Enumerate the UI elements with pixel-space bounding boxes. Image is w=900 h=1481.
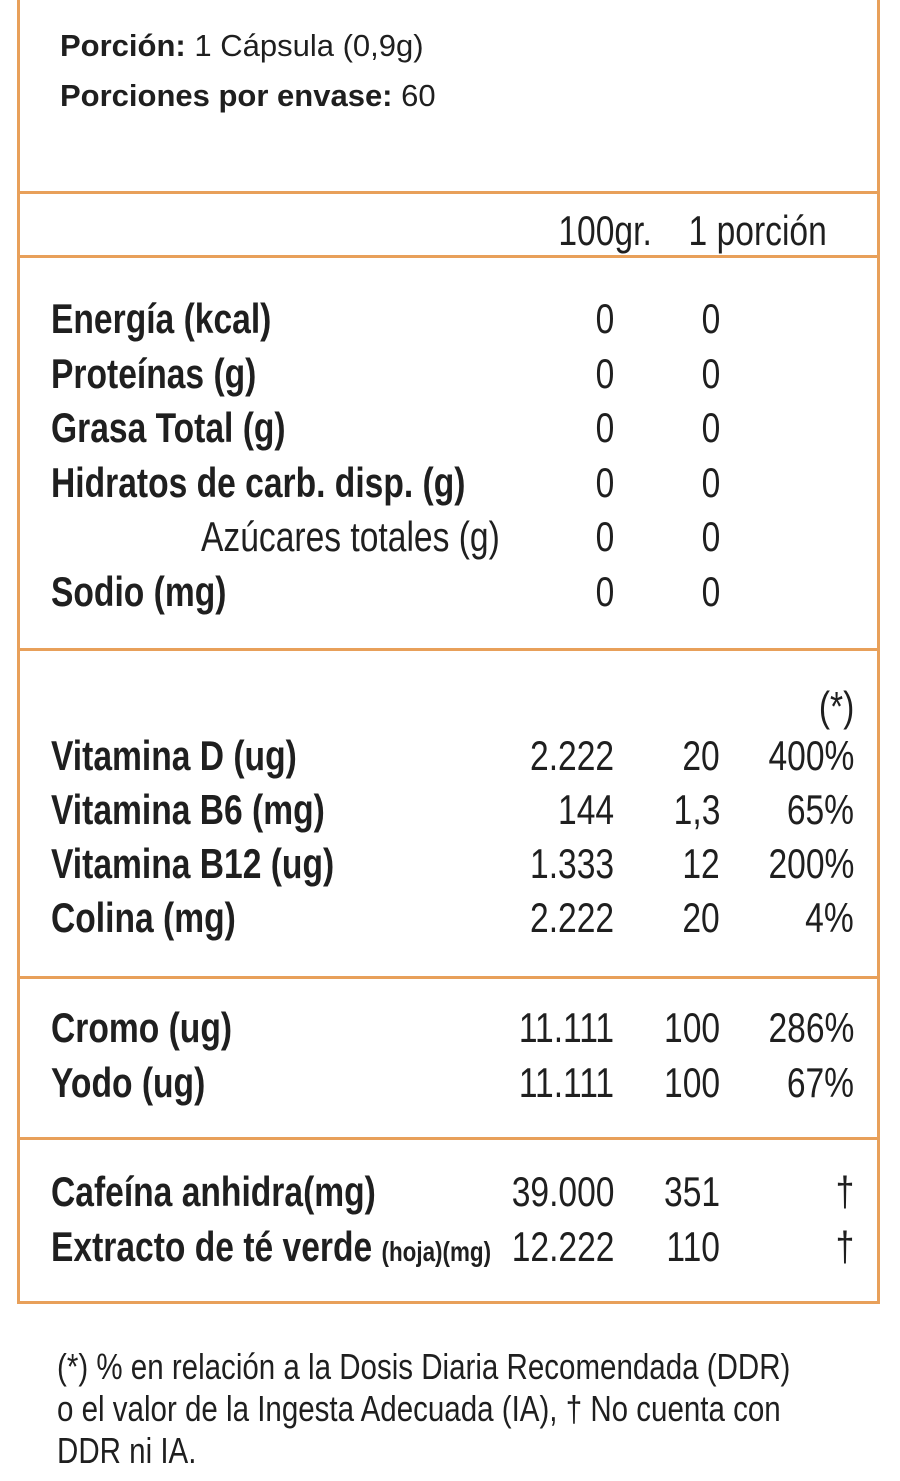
row-label: Grasa Total (g) bbox=[51, 404, 286, 451]
value-portion: 110 bbox=[666, 1223, 720, 1270]
table-row: Vitamina B6 (mg) 144 1,3 65% bbox=[20, 783, 877, 837]
value-portion: 1,3 bbox=[673, 786, 720, 833]
value-portion: 20 bbox=[682, 894, 720, 941]
servings-per-container: Porciones por envase: 60 bbox=[60, 78, 436, 114]
serving-size-value: 1 Cápsula (0,9g) bbox=[194, 28, 424, 63]
value-ddr-percent: 286% bbox=[768, 1004, 854, 1051]
row-label: Vitamina D (ug) bbox=[51, 732, 297, 779]
table-row: Colina (mg) 2.222 20 4% bbox=[20, 891, 877, 945]
value-100g: 0 bbox=[595, 568, 614, 615]
row-label: Vitamina B12 (ug) bbox=[51, 840, 335, 887]
value-ddr-percent: 67% bbox=[786, 1059, 854, 1106]
value-portion: 0 bbox=[701, 295, 720, 342]
value-portion: 0 bbox=[701, 459, 720, 506]
row-label: Vitamina B6 (mg) bbox=[51, 786, 325, 833]
value-portion: 0 bbox=[701, 404, 720, 451]
value-portion: 20 bbox=[682, 732, 720, 779]
value-100g: 12.222 bbox=[511, 1223, 614, 1270]
table-row: Vitamina B12 (ug) 1.333 12 200% bbox=[20, 837, 877, 891]
value-portion: 0 bbox=[701, 350, 720, 397]
servings-per-container-label: Porciones por envase: bbox=[60, 78, 393, 113]
divider bbox=[20, 255, 877, 258]
column-header-portion: 1 porción bbox=[688, 207, 827, 254]
value-ddr-percent: 200% bbox=[768, 840, 854, 887]
table-row: Cafeína anhidra(mg) 39.000 351 † bbox=[20, 1165, 877, 1219]
table-row: Hidratos de carb. disp. (g) 0 0 bbox=[20, 456, 877, 510]
value-100g: 0 bbox=[595, 350, 614, 397]
row-label: Yodo (ug) bbox=[51, 1059, 206, 1106]
value-100g: 0 bbox=[595, 459, 614, 506]
value-portion: 100 bbox=[663, 1059, 720, 1106]
row-label: Energía (kcal) bbox=[51, 295, 272, 342]
nutrition-facts-panel: Porción: 1 Cápsula (0,9g) Porciones por … bbox=[17, 0, 880, 1304]
table-row: Yodo (ug) 11.111 100 67% bbox=[20, 1056, 877, 1110]
value-ddr-percent: 65% bbox=[786, 786, 854, 833]
value-100g: 0 bbox=[595, 295, 614, 342]
table-row: Vitamina D (ug) 2.222 20 400% bbox=[20, 729, 877, 783]
dagger-mark: † bbox=[835, 1223, 854, 1270]
row-label: Hidratos de carb. disp. (g) bbox=[51, 459, 466, 506]
footnote-line: (*) % en relación a la Dosis Diaria Reco… bbox=[57, 1346, 791, 1387]
row-label: Colina (mg) bbox=[51, 894, 236, 941]
value-100g: 2.222 bbox=[529, 732, 614, 779]
value-100g: 11.111 bbox=[518, 1059, 614, 1106]
row-label: Extracto de té verde (hoja)(mg) bbox=[51, 1223, 492, 1270]
value-100g: 39.000 bbox=[511, 1168, 614, 1215]
row-label: Cromo (ug) bbox=[51, 1004, 233, 1051]
value-portion: 12 bbox=[682, 840, 720, 887]
servings-per-container-value: 60 bbox=[401, 78, 436, 113]
divider bbox=[20, 648, 877, 651]
footnote-line: o el valor de la Ingesta Adecuada (IA), … bbox=[57, 1388, 781, 1429]
value-portion: 0 bbox=[701, 568, 720, 615]
row-label: Proteínas (g) bbox=[51, 350, 257, 397]
value-100g: 1.333 bbox=[529, 840, 614, 887]
row-label: Cafeína anhidra(mg) bbox=[51, 1168, 376, 1215]
value-portion: 100 bbox=[663, 1004, 720, 1051]
value-portion: 0 bbox=[701, 513, 720, 560]
table-row: Energía (kcal) 0 0 bbox=[20, 292, 877, 346]
column-header-ddr: (*) bbox=[818, 683, 854, 730]
row-label: Azúcares totales (g) bbox=[201, 513, 500, 560]
row-label: Sodio (mg) bbox=[51, 568, 227, 615]
table-row: Grasa Total (g) 0 0 bbox=[20, 401, 877, 455]
value-ddr-percent: 400% bbox=[768, 732, 854, 779]
footnote: (*) % en relación a la Dosis Diaria Reco… bbox=[57, 1346, 900, 1472]
table-row: Sodio (mg) 0 0 bbox=[20, 565, 877, 619]
table-row: Proteínas (g) 0 0 bbox=[20, 347, 877, 401]
value-100g: 0 bbox=[595, 404, 614, 451]
divider bbox=[20, 191, 877, 194]
serving-size: Porción: 1 Cápsula (0,9g) bbox=[60, 28, 424, 64]
value-100g: 2.222 bbox=[529, 894, 614, 941]
footnote-line: DDR ni IA. bbox=[57, 1430, 197, 1471]
value-100g: 11.111 bbox=[518, 1004, 614, 1051]
dagger-mark: † bbox=[835, 1168, 854, 1215]
table-row: Azúcares totales (g) 0 0 bbox=[20, 510, 877, 564]
divider bbox=[20, 1137, 877, 1140]
value-100g: 144 bbox=[557, 786, 614, 833]
value-ddr-percent: 4% bbox=[805, 894, 854, 941]
table-row: Extracto de té verde (hoja)(mg) 12.222 1… bbox=[20, 1220, 877, 1274]
table-row: Cromo (ug) 11.111 100 286% bbox=[20, 1001, 877, 1055]
divider bbox=[20, 976, 877, 979]
value-portion: 351 bbox=[663, 1168, 720, 1215]
value-100g: 0 bbox=[595, 513, 614, 560]
serving-size-label: Porción: bbox=[60, 28, 186, 63]
column-header-100gr: 100gr. bbox=[558, 207, 652, 254]
